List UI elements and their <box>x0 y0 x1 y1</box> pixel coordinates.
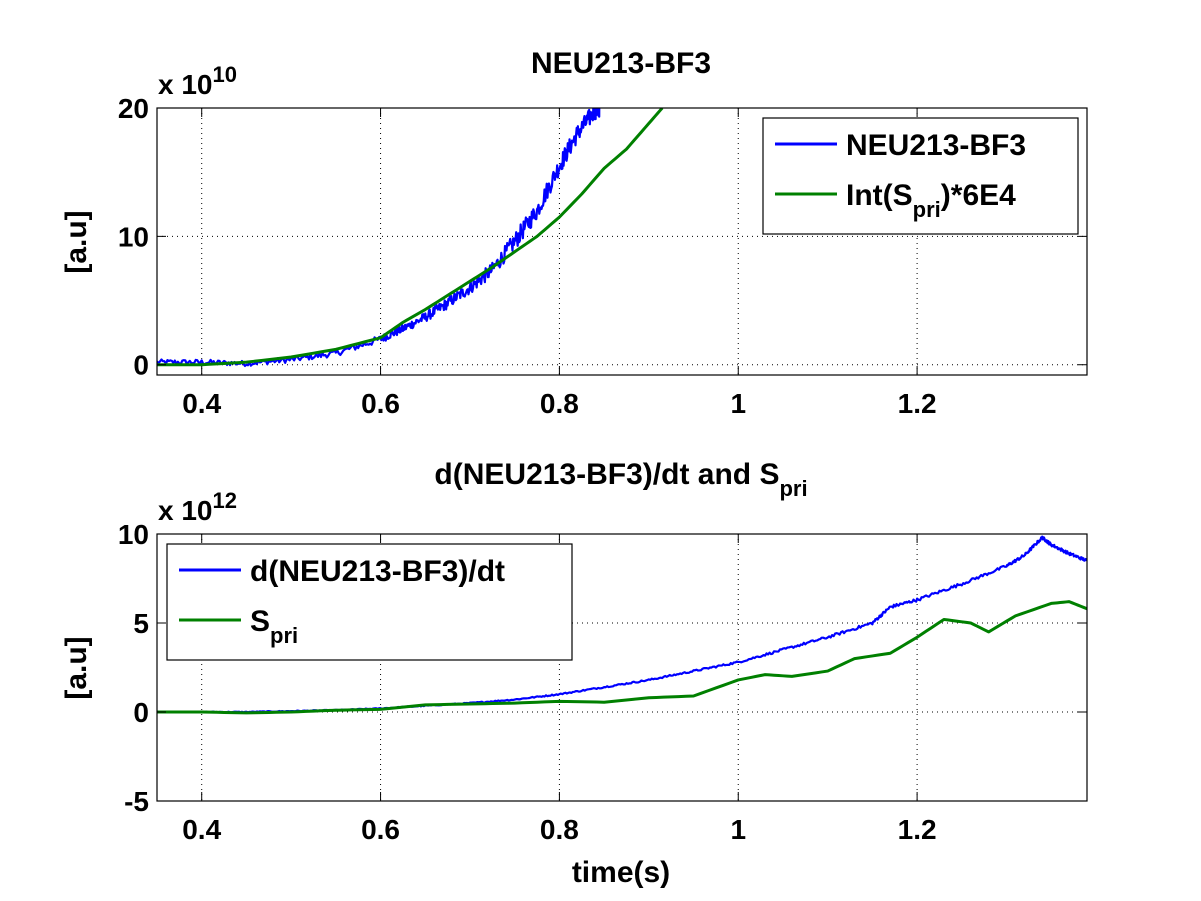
bottom-y-tick-label: 5 <box>133 608 149 639</box>
top-x-tick-label: 1.2 <box>898 388 937 419</box>
top-y-tick-label: 20 <box>118 93 149 124</box>
bottom-chart-title-sub: pri <box>779 476 807 501</box>
top-chart: NEU213-BF3 x 1010 [a.u] 0.4 0.6 0.8 1 1.2010… <box>60 47 1088 419</box>
top-chart-ylabel: [a.u] <box>60 210 93 273</box>
bottom-x-tick-label: 0.6 <box>361 814 400 845</box>
bottom-y-tick-label: 10 <box>118 519 149 550</box>
bottom-legend-label-sub: pri <box>270 623 298 648</box>
bottom-y-tick-label: 0 <box>133 697 149 728</box>
bottom-chart-y-multiplier-base: x 10 <box>158 495 213 526</box>
bottom-x-tick-label: 0.8 <box>540 814 579 845</box>
bottom-x-tick-label: 1 <box>730 814 746 845</box>
top-legend-label-2: Int(Spri)*6E4 <box>846 179 1016 222</box>
bottom-chart-title: d(NEU213-BF3)/dt and Spri <box>434 458 807 501</box>
top-y-tick-label: 10 <box>118 221 149 252</box>
top-legend-box <box>762 117 1079 235</box>
top-chart-title: NEU213-BF3 <box>531 47 711 80</box>
top-legend-label-1: NEU213-BF3 <box>846 129 1026 162</box>
top-legend-label-main: NEU213-BF3 <box>846 129 1026 162</box>
bottom-chart-y-multiplier-exponent: 12 <box>213 488 237 513</box>
bottom-legend-label-main: S <box>250 605 270 638</box>
top-legend: NEU213-BF3 Int(Spri)*6E4 <box>762 117 1079 235</box>
bottom-legend-label-1: d(NEU213-BF3)/dt <box>250 555 505 588</box>
bottom-legend: d(NEU213-BF3)/dt Spri <box>166 543 573 661</box>
bottom-chart-y-multiplier: x 1012 <box>158 488 237 526</box>
top-legend-label-sub: pri <box>913 197 941 222</box>
top-chart-y-multiplier-exponent: 10 <box>213 62 237 87</box>
bottom-chart-title-main: d(NEU213-BF3)/dt and S <box>434 458 779 491</box>
bottom-legend-label-2: Spri <box>250 605 298 648</box>
top-x-tick-label: 0.4 <box>182 388 221 419</box>
top-legend-label-main: Int(S <box>846 179 913 212</box>
bottom-y-tick-label: -5 <box>124 786 149 817</box>
top-axes-frame <box>156 107 1088 376</box>
bottom-axes-frame <box>156 533 1088 802</box>
bottom-legend-box <box>166 543 573 661</box>
top-x-tick-label: 0.6 <box>361 388 400 419</box>
top-chart-y-multiplier: x 1010 <box>158 62 237 100</box>
top-x-tick-label: 1 <box>730 388 746 419</box>
top-chart-y-multiplier-base: x 10 <box>158 69 213 100</box>
bottom-chart: d(NEU213-BF3)/dt and Spri x 1012 [a.u] t… <box>60 458 1088 889</box>
top-x-tick-label: 0.8 <box>540 388 579 419</box>
bottom-x-tick-label: 0.4 <box>182 814 221 845</box>
bottom-legend-label-main: d(NEU213-BF3)/dt <box>250 555 505 588</box>
top-series-line-2 <box>157 108 664 367</box>
bottom-chart-xlabel: time(s) <box>572 856 670 889</box>
bottom-series-line-2 <box>157 600 1087 715</box>
bottom-x-tick-label: 1.2 <box>898 814 937 845</box>
top-y-tick-label: 0 <box>133 350 149 381</box>
bottom-chart-ylabel: [a.u] <box>60 636 93 699</box>
top-legend-label-suffix: )*6E4 <box>941 179 1016 212</box>
top-series-line-1 <box>157 108 601 368</box>
